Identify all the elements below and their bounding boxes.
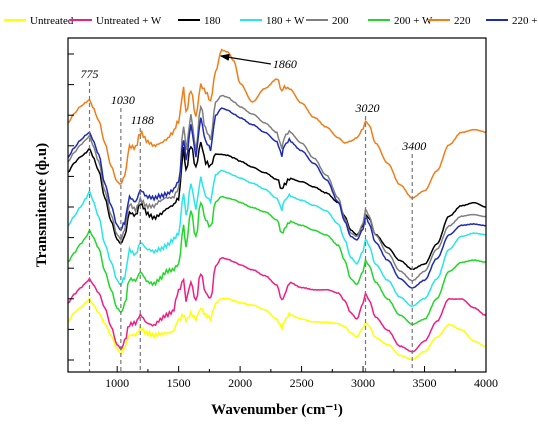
series-line-5 <box>67 195 487 325</box>
series-line-4 <box>67 94 487 282</box>
x-tick-label: 3500 <box>413 376 437 390</box>
series-line-3 <box>67 169 487 307</box>
series-line-2 <box>67 141 487 271</box>
annotation-arrow <box>219 53 272 65</box>
annotation-label-1188: 1188 <box>131 113 154 127</box>
legend-label-1: Untreated + W <box>96 15 162 27</box>
x-tick-label: 4000 <box>474 376 498 390</box>
legend: Untreated Untreated + W 180 180 + W 200 200 +… <box>4 15 538 27</box>
legend-label-0: Untreated <box>30 15 74 27</box>
legend-label-2: 180 <box>204 15 221 27</box>
legend-label-5: 200 + W <box>394 15 433 27</box>
annotation-label-775: 775 <box>81 67 99 81</box>
legend-label-4: 200 <box>332 15 349 27</box>
annotation-label-1030: 1030 <box>111 93 135 107</box>
y-ticks <box>68 53 74 361</box>
legend-label-3: 180 + W <box>266 15 305 27</box>
plot-series <box>67 48 487 361</box>
annotation-guides: 775 1030 1188 1860 3020 3400 <box>81 53 426 372</box>
x-tick-label: 3000 <box>351 376 375 390</box>
x-tick-label: 1000 <box>105 376 129 390</box>
y-axis-title: Transmitance (ф.u) <box>34 143 50 267</box>
series-line-0 <box>67 296 487 361</box>
annotation-label-1860: 1860 <box>273 57 297 71</box>
x-ticks: 1000 1500 2000 2500 3000 3500 4000 <box>105 366 498 390</box>
x-tick-label: 2500 <box>290 376 314 390</box>
annotation-label-3400: 3400 <box>401 139 426 153</box>
legend-label-7: 220 + W <box>512 15 538 27</box>
series-line-7 <box>67 107 487 290</box>
series-line-6 <box>67 48 487 199</box>
x-tick-label: 1500 <box>167 376 191 390</box>
x-tick-label: 2000 <box>228 376 252 390</box>
annotation-label-3020: 3020 <box>355 101 380 115</box>
series-line-1 <box>67 257 487 353</box>
legend-label-6: 220 <box>454 15 471 27</box>
x-axis-title: Wavenumber (cm⁻¹) <box>211 402 343 418</box>
plot-frame <box>67 37 487 373</box>
